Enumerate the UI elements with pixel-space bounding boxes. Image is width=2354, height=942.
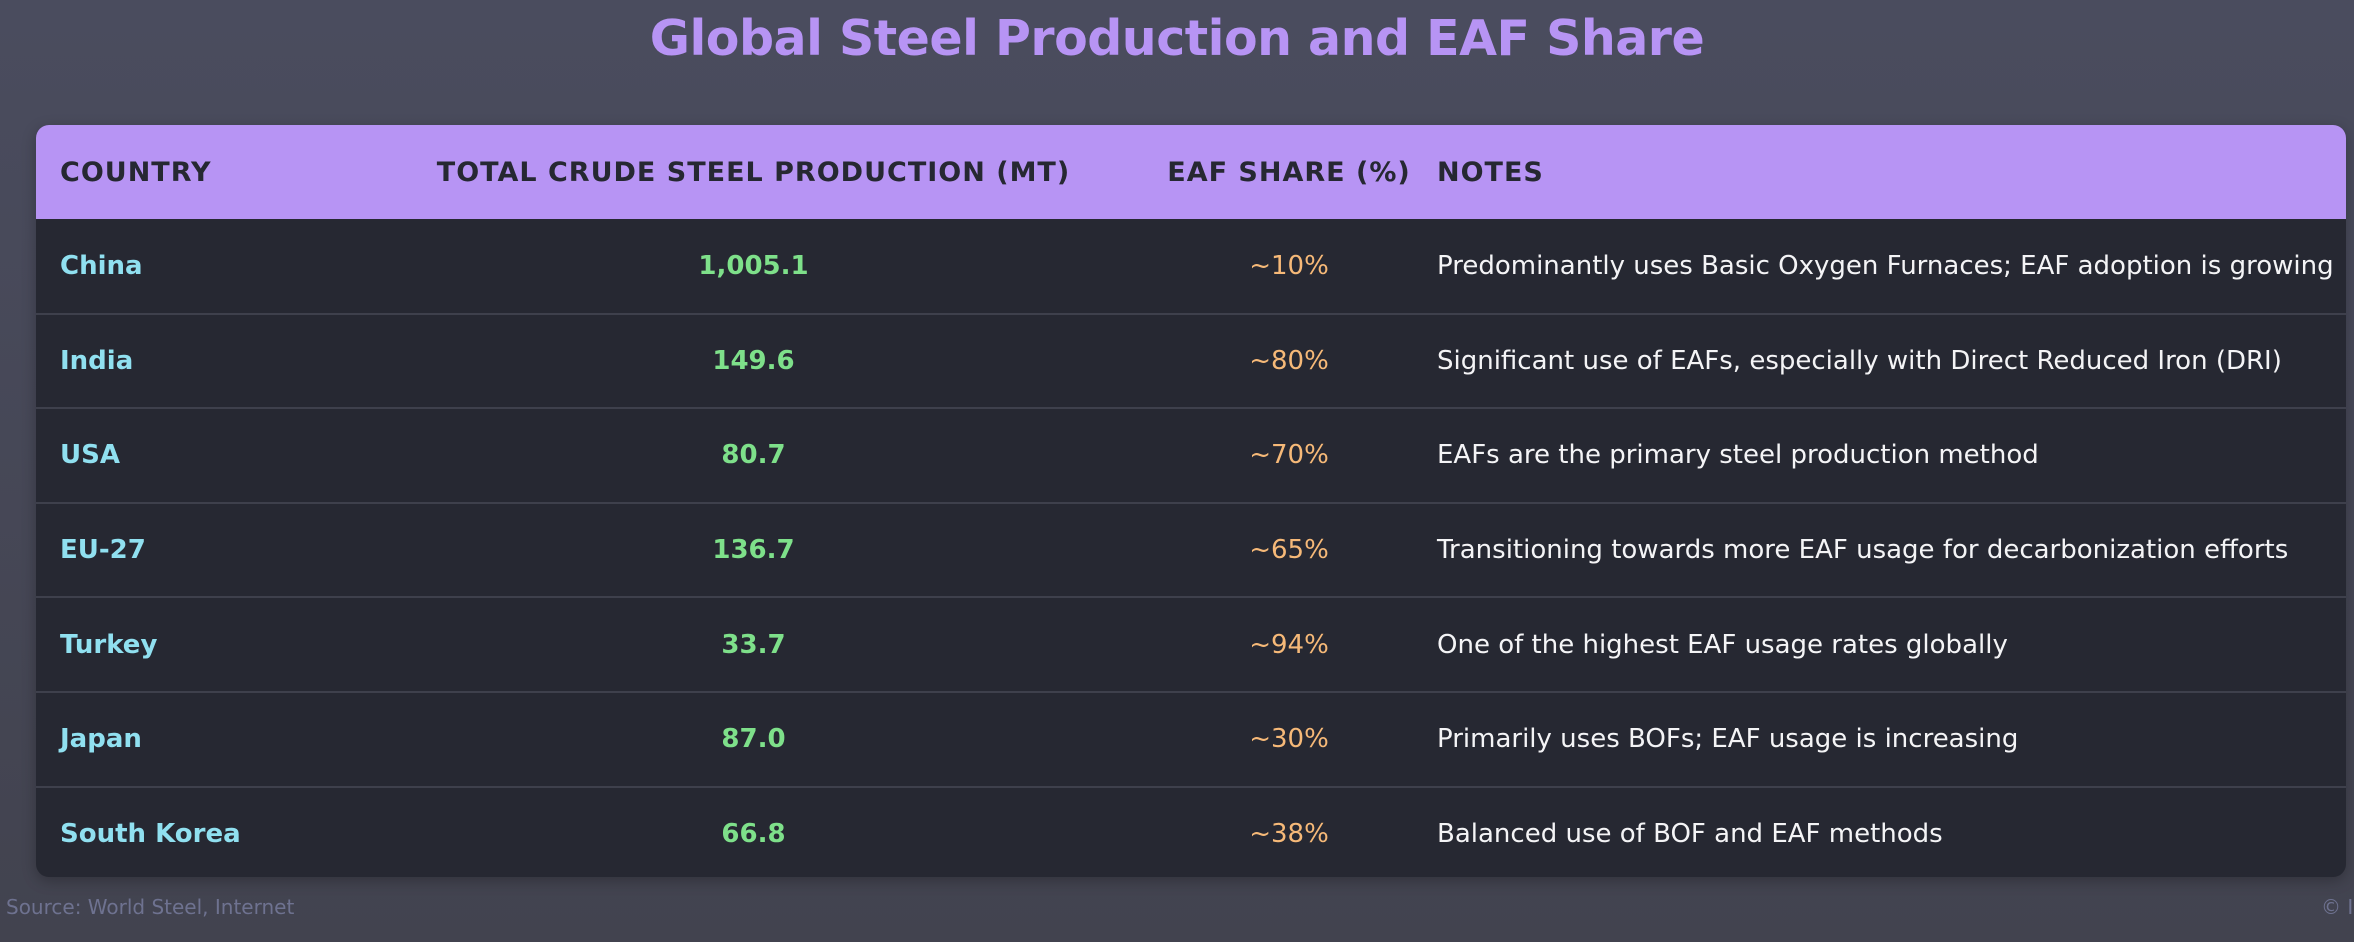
production-cell: 33.7 xyxy=(721,629,786,660)
country-cell: China xyxy=(60,250,143,281)
steel-production-table: Country Total Crude Steel Production (MT… xyxy=(36,125,2346,877)
notes-cell: Significant use of EAFs, especially with… xyxy=(1437,345,2282,376)
eaf-share-cell: ~10% xyxy=(1249,250,1329,281)
steel-table-container: Country Total Crude Steel Production (MT… xyxy=(36,125,2346,877)
table-row: Turkey 33.7 ~94% One of the highest EAF … xyxy=(36,597,2346,692)
copyright-note: © I xyxy=(2321,895,2354,919)
eaf-share-cell: ~80% xyxy=(1249,345,1329,376)
table-row: EU-27 136.7 ~65% Transitioning towards m… xyxy=(36,502,2346,598)
notes-cell: Balanced use of BOF and EAF methods xyxy=(1437,819,1943,850)
production-cell: 80.7 xyxy=(721,440,786,471)
eaf-share-cell: ~38% xyxy=(1249,819,1329,850)
production-cell: 66.8 xyxy=(721,819,786,850)
country-cell: India xyxy=(60,345,134,376)
column-header-notes: Notes xyxy=(1437,156,1544,188)
production-cell: 87.0 xyxy=(721,724,786,755)
notes-cell: EAFs are the primary steel production me… xyxy=(1437,440,2039,471)
eaf-share-cell: ~94% xyxy=(1249,629,1329,660)
eaf-share-cell: ~70% xyxy=(1249,440,1329,471)
table-header-row: Country Total Crude Steel Production (MT… xyxy=(36,125,2346,219)
production-cell: 1,005.1 xyxy=(698,250,809,281)
eaf-share-cell: ~30% xyxy=(1249,724,1329,755)
production-cell: 136.7 xyxy=(712,535,795,566)
eaf-share-cell: ~65% xyxy=(1249,535,1329,566)
country-cell: USA xyxy=(60,440,120,471)
column-header-eaf-share: EAF Share (%) xyxy=(1167,156,1411,188)
country-cell: Turkey xyxy=(60,629,158,660)
country-cell: Japan xyxy=(60,724,142,755)
notes-cell: Transitioning towards more EAF usage for… xyxy=(1437,535,2289,566)
source-note: Source: World Steel, Internet xyxy=(6,895,295,919)
column-header-production: Total Crude Steel Production (MT) xyxy=(436,156,1071,188)
country-cell: EU-27 xyxy=(60,535,146,566)
table-row: Japan 87.0 ~30% Primarily uses BOFs; EAF… xyxy=(36,691,2346,787)
page-title: Global Steel Production and EAF Share xyxy=(649,10,1705,67)
country-cell: South Korea xyxy=(60,819,241,850)
table-row: USA 80.7 ~70% EAFs are the primary steel… xyxy=(36,408,2346,503)
notes-cell: One of the highest EAF usage rates globa… xyxy=(1437,629,2008,660)
table-row: South Korea 66.8 ~38% Balanced use of BO… xyxy=(36,786,2346,877)
column-header-country: Country xyxy=(60,156,212,188)
production-cell: 149.6 xyxy=(712,345,795,376)
notes-cell: Primarily uses BOFs; EAF usage is increa… xyxy=(1437,724,2019,755)
table-row: India 149.6 ~80% Significant use of EAFs… xyxy=(36,313,2346,409)
notes-cell: Predominantly uses Basic Oxygen Furnaces… xyxy=(1437,250,2334,281)
table-row: China 1,005.1 ~10% Predominantly uses Ba… xyxy=(36,219,2346,314)
